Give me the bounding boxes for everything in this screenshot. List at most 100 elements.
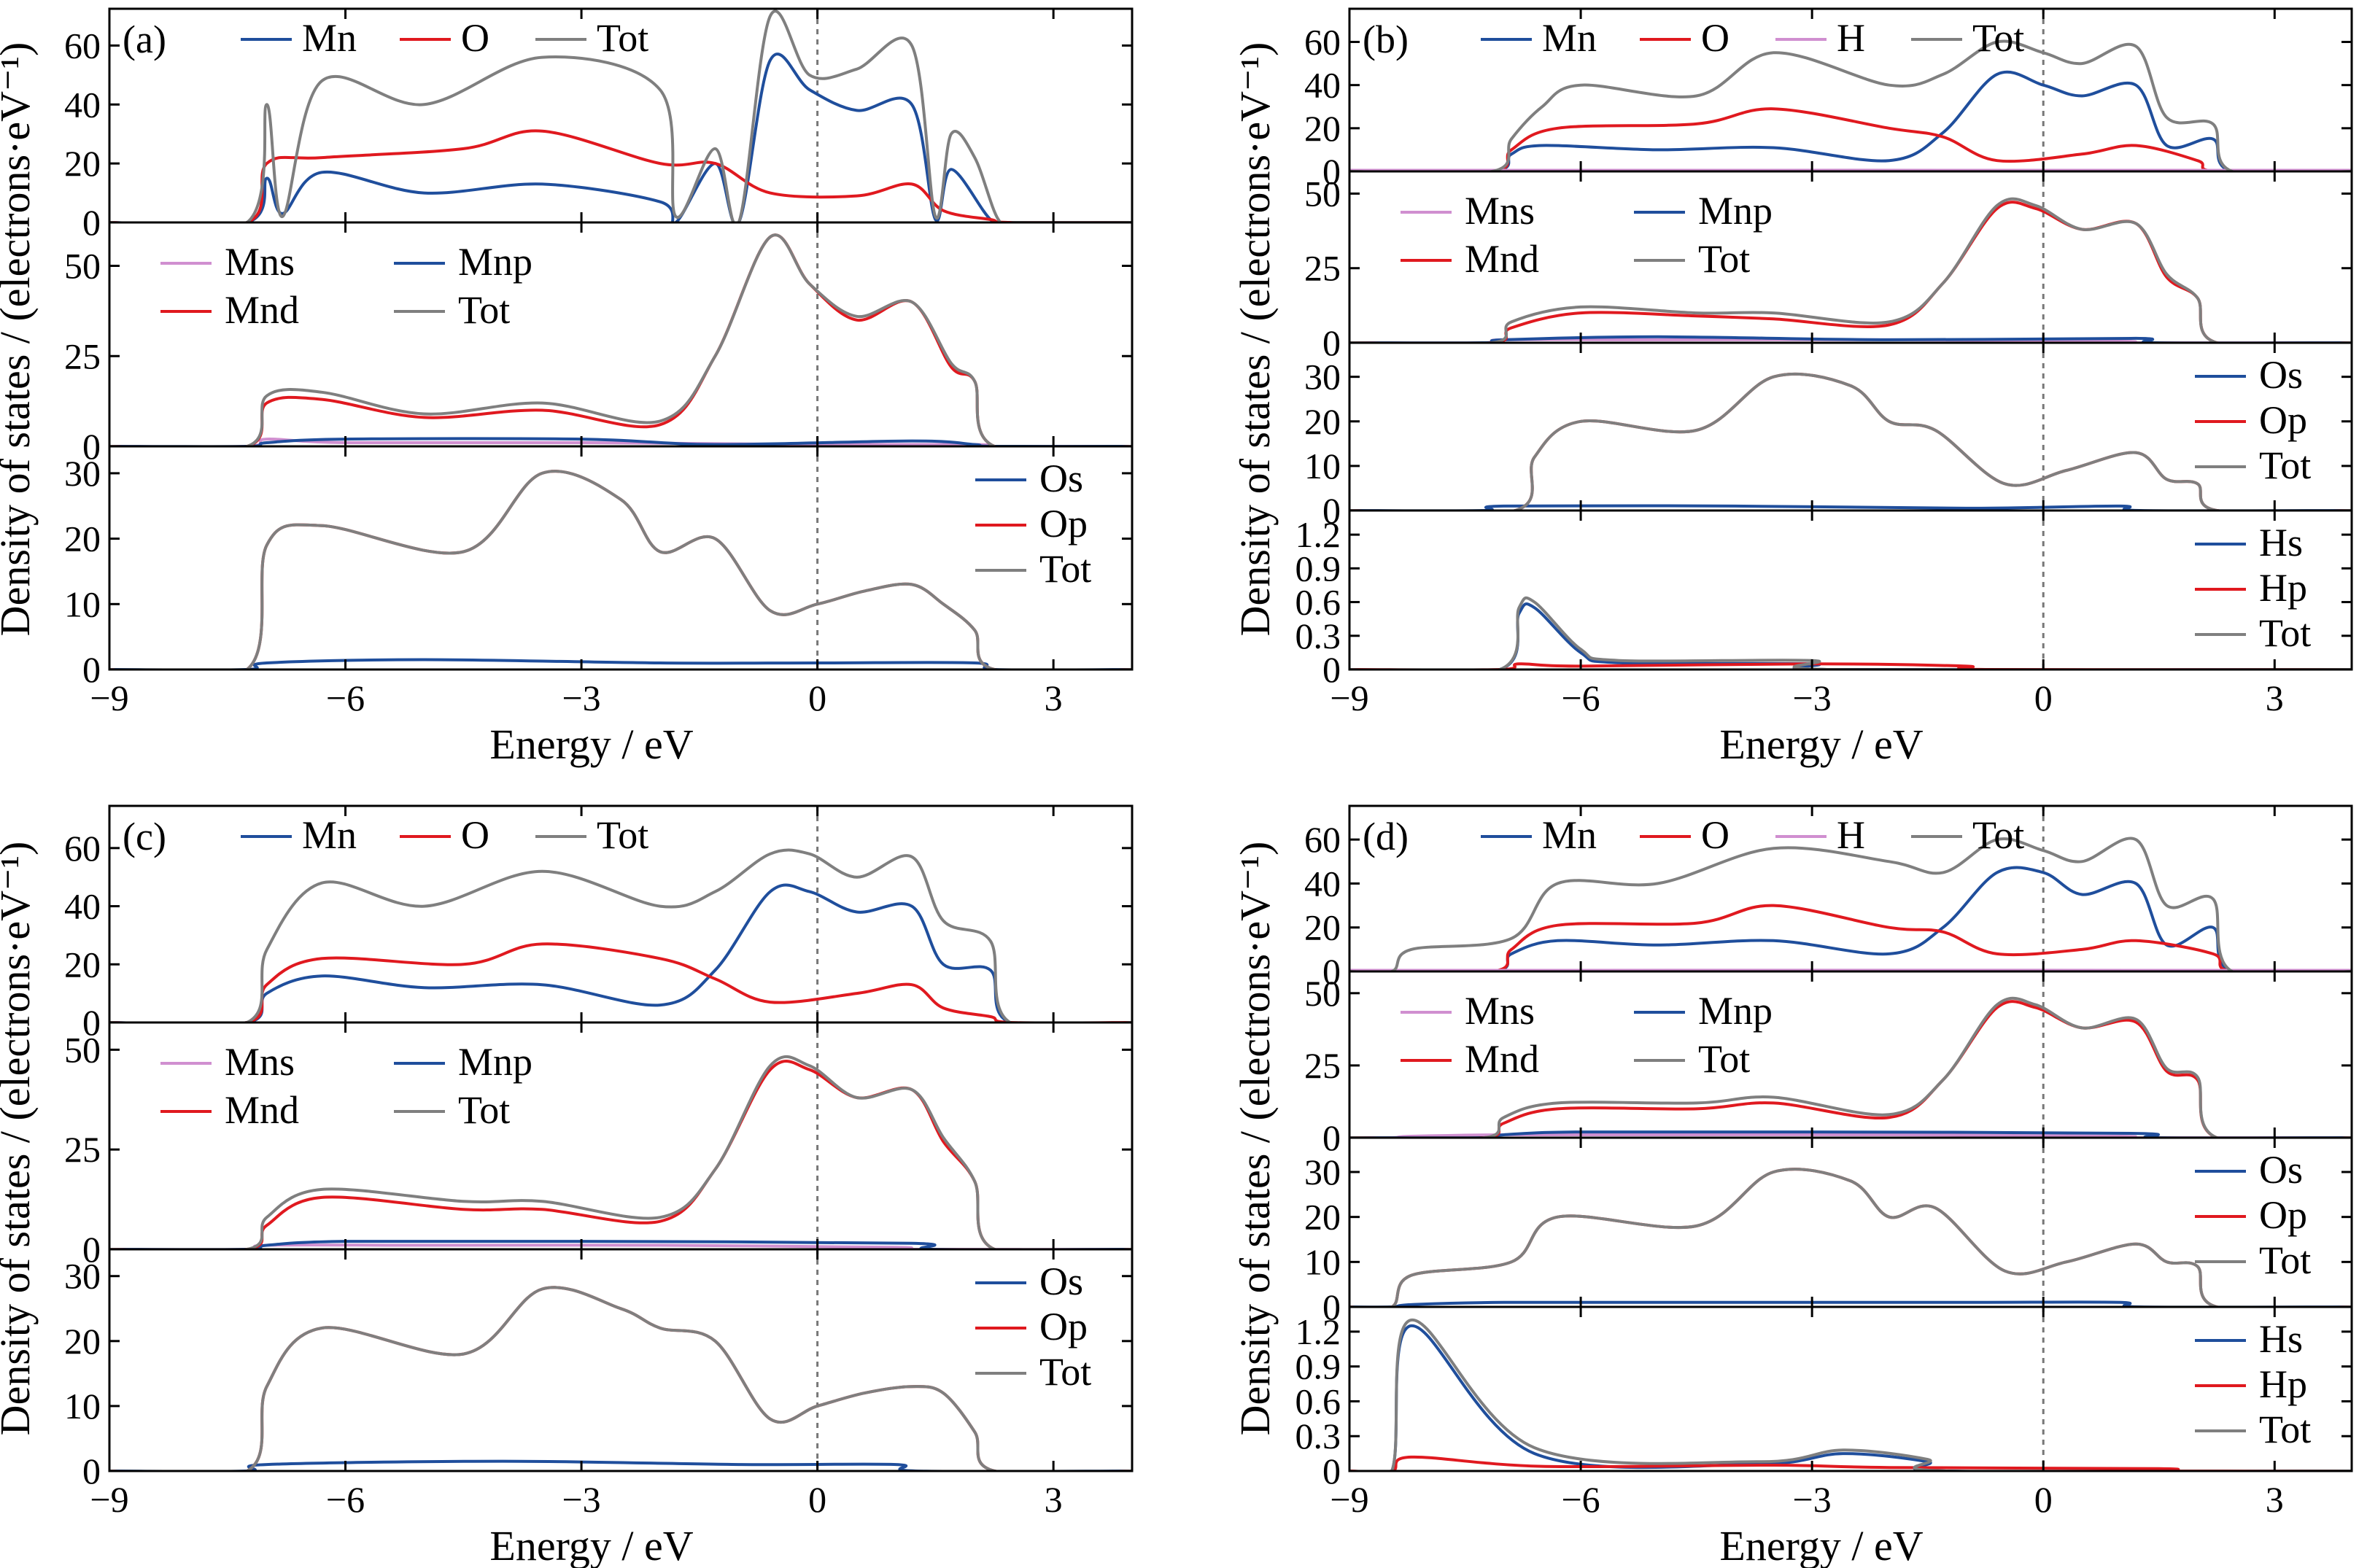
y-tick-label: 20 (1304, 1197, 1341, 1238)
y-tick-label: 20 (64, 143, 101, 184)
legend-label-mnp: Mnp (458, 1040, 532, 1084)
y-tick-label: 50 (1304, 973, 1341, 1014)
subplot-2: 0 25 50 Mns Mnp Mnd Tot (1304, 170, 2353, 363)
series-tot-line (109, 1286, 1132, 1471)
x-tick-label: 0 (2034, 678, 2053, 718)
legend-label-tot: Tot (1698, 1037, 1750, 1081)
legend-label-tot: Tot (1972, 813, 2024, 857)
y-tick-label: 30 (64, 1256, 101, 1297)
x-tick-label: −3 (1793, 1479, 1832, 1520)
x-tick-label: −9 (90, 678, 128, 718)
series-h-line (1349, 168, 2352, 171)
subplot-1: 0 20 40 60 Mn O Tot (64, 7, 1134, 243)
panel-label: (c) (123, 815, 166, 858)
series-lines (109, 470, 1132, 669)
x-axis-label: Energy / eV (489, 721, 693, 768)
y-tick-label: 50 (64, 246, 101, 287)
y-tick-label: 0 (82, 202, 101, 243)
y-tick-label: 0 (1322, 490, 1341, 531)
x-tick-label: 3 (1045, 678, 1063, 718)
series-tot-line (109, 1055, 1132, 1249)
series-lines (1349, 1318, 2352, 1471)
legend-label-mn: Mn (302, 813, 357, 857)
y-tick-label: 0.6 (1295, 582, 1341, 623)
series-hp-line (1349, 1455, 2352, 1471)
legend-label-mnp: Mnp (1698, 989, 1773, 1033)
x-tick-label: −6 (326, 1479, 365, 1520)
legend-label-tot: Tot (458, 1088, 510, 1132)
series-tot-line (1349, 996, 2352, 1138)
subplot-2: 0 25 50 Mns Mnp Mnd Tot (64, 1021, 1134, 1270)
y-tick-label: 25 (1304, 1045, 1341, 1086)
y-tick-label: 20 (1304, 907, 1341, 948)
series-lines (1349, 1168, 2352, 1307)
panel-label: (d) (1363, 815, 1409, 858)
subplot-frame (1348, 509, 2353, 671)
x-axis-label: Energy / eV (1719, 721, 1923, 768)
y-tick-label: 0 (1322, 649, 1341, 690)
y-tick-label: 0 (1322, 1117, 1341, 1158)
y-tick-label: 0 (1322, 951, 1341, 992)
legend-label-o: O (461, 16, 489, 60)
y-tick-label: 40 (1304, 863, 1341, 904)
y-tick-label: 0 (1322, 151, 1341, 192)
series-h-line (1349, 969, 2352, 971)
series-o-line (109, 942, 1132, 1022)
series-o-line (109, 129, 1132, 222)
series-tot-line (109, 233, 1132, 446)
series-tot-line (1349, 1318, 2352, 1471)
y-tick-label: 20 (64, 944, 101, 985)
legend-label-o: O (1701, 813, 1729, 857)
legend-label-o: O (1701, 16, 1729, 60)
y-tick-label: 0.6 (1295, 1381, 1341, 1421)
legend-label-mn: Mn (302, 16, 357, 60)
legend-label-tot: Tot (597, 813, 648, 857)
subplot-2: 0 25 50 Mns Mnp Mnd Tot (64, 221, 1134, 467)
subplot-frame (108, 1248, 1134, 1472)
legend-label-hp: Hp (2259, 1362, 2307, 1406)
legend-label-h: H (1837, 16, 1865, 60)
legend-label-tot: Tot (1039, 547, 1091, 591)
y-tick-label: 0 (1322, 322, 1341, 363)
series-hs-line (1349, 1324, 2352, 1471)
x-tick-label: −3 (1793, 678, 1832, 718)
series-mn-line (1349, 70, 2352, 171)
series-lines (109, 1286, 1132, 1471)
subplot-frame (1348, 1305, 2353, 1472)
legend-label-op: Op (1039, 502, 1088, 546)
x-tick-label: 0 (2034, 1479, 2053, 1520)
y-tick-label: 40 (1304, 65, 1341, 106)
series-tot-line (109, 9, 1132, 222)
legend-label-mnp: Mnp (1698, 189, 1773, 233)
legend-label-hp: Hp (2259, 566, 2307, 610)
legend-label-tot: Tot (458, 288, 510, 332)
subplot-frame (108, 445, 1134, 671)
x-tick-label: −9 (1330, 1479, 1368, 1520)
legend-label-mns: Mns (1465, 989, 1535, 1033)
legend-label-mns: Mns (1465, 189, 1535, 233)
y-tick-label: 10 (64, 583, 101, 624)
legend-label-mnp: Mnp (458, 240, 532, 284)
x-tick-label: −6 (1561, 1479, 1600, 1520)
y-tick-label: 40 (64, 886, 101, 927)
legend-label-mn: Mn (1542, 813, 1597, 857)
x-tick-label: −9 (90, 1479, 128, 1520)
y-tick-label: 10 (1304, 446, 1341, 486)
series-tot-line (109, 470, 1132, 669)
legend-label-op: Op (2259, 1193, 2307, 1237)
y-tick-label: 10 (64, 1386, 101, 1427)
y-tick-label: 60 (64, 25, 101, 66)
y-tick-label: 40 (64, 84, 101, 125)
legend-label-tot: Tot (1039, 1350, 1091, 1394)
legend-label-mns: Mns (225, 1040, 295, 1084)
y-tick-label: 0 (82, 1229, 101, 1270)
y-tick-label: 0 (1322, 1451, 1341, 1491)
